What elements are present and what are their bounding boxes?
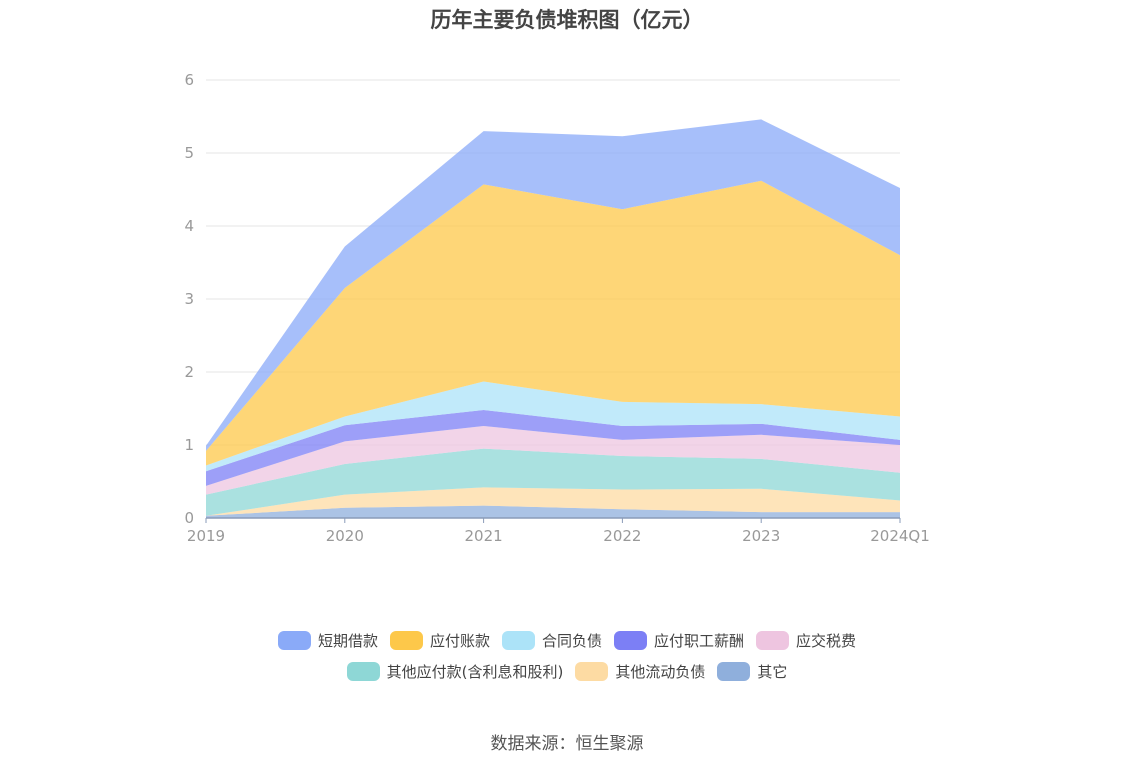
legend-label: 应付账款 xyxy=(429,632,490,650)
legend-label: 其他流动负债 xyxy=(615,663,706,681)
legend-swatch xyxy=(717,662,751,681)
legend-label: 应交税费 xyxy=(796,632,857,650)
y-tick-label: 4 xyxy=(184,217,194,235)
stacked-area-chart: 0 1 2 3 4 5 6 2019 2020 2021 2022 2023 2024Q1 xyxy=(184,71,929,545)
legend-item[interactable]: 合同负债 xyxy=(501,630,602,651)
legend-swatch xyxy=(389,631,423,650)
legend-swatch xyxy=(756,631,790,650)
legend-item[interactable]: 其他流动负债 xyxy=(575,661,705,682)
legend-label: 合同负债 xyxy=(541,632,602,650)
legend-swatch xyxy=(614,631,647,650)
x-tick-label: 2023 xyxy=(742,527,780,545)
x-tick-label: 2022 xyxy=(603,527,641,545)
legend-swatch xyxy=(346,662,380,681)
legend-swatch xyxy=(277,631,311,650)
legend-item[interactable]: 应交税费 xyxy=(756,630,856,651)
y-tick-label: 6 xyxy=(184,71,194,89)
area-series-6 xyxy=(206,180,900,466)
legend-row: 其他应付款(含利息和股利) 其他流动负债 其它 xyxy=(341,661,794,682)
legend-item[interactable]: 其它 xyxy=(717,661,787,682)
y-tick-label: 2 xyxy=(184,363,194,381)
legend-label: 短期借款 xyxy=(317,632,378,650)
x-tick-label: 2020 xyxy=(326,527,364,545)
y-tick-label: 1 xyxy=(184,436,194,454)
area-series-0 xyxy=(206,505,900,518)
x-tick-label: 2021 xyxy=(465,527,503,545)
x-tick-label: 2024Q1 xyxy=(870,527,930,545)
chart-title: 历年主要负债堆积图（亿元） xyxy=(430,8,704,32)
legend-swatch xyxy=(575,662,609,681)
area-series-2 xyxy=(206,448,900,516)
area-series-3 xyxy=(206,426,900,495)
legend-swatch xyxy=(501,631,535,650)
legend-label: 应付职工薪酬 xyxy=(654,632,745,650)
axes: 0 1 2 3 4 5 6 2019 2020 2021 2022 2023 2024Q1 xyxy=(184,71,929,545)
y-tick-label: 3 xyxy=(184,290,194,308)
area-series-4 xyxy=(206,409,900,486)
legend-item[interactable]: 应付职工薪酬 xyxy=(614,630,744,651)
y-tick-label: 0 xyxy=(184,509,194,527)
area-series-1 xyxy=(206,487,900,516)
y-tick-label: 5 xyxy=(184,144,194,162)
data-source: 数据来源：恒生聚源 xyxy=(490,734,644,754)
legend-label: 其它 xyxy=(757,663,788,681)
legend-row: 短期借款 应付账款 合同负债 应付职工薪酬 应交税费 xyxy=(272,630,862,651)
area-series xyxy=(206,119,900,518)
legend-item[interactable]: 应付账款 xyxy=(389,630,490,651)
legend-item[interactable]: 短期借款 xyxy=(277,630,378,651)
legend-label: 其他应付款(含利息和股利) xyxy=(386,663,564,681)
area-series-7 xyxy=(206,119,900,451)
legend-item[interactable]: 其他应付款(含利息和股利) xyxy=(346,661,564,682)
area-series-5 xyxy=(206,381,900,472)
x-tick-label: 2019 xyxy=(187,527,225,545)
legend: 短期借款 应付账款 合同负债 应付职工薪酬 应交税费其他应付款(含利息和股利) 其他流动负… xyxy=(0,630,1134,682)
